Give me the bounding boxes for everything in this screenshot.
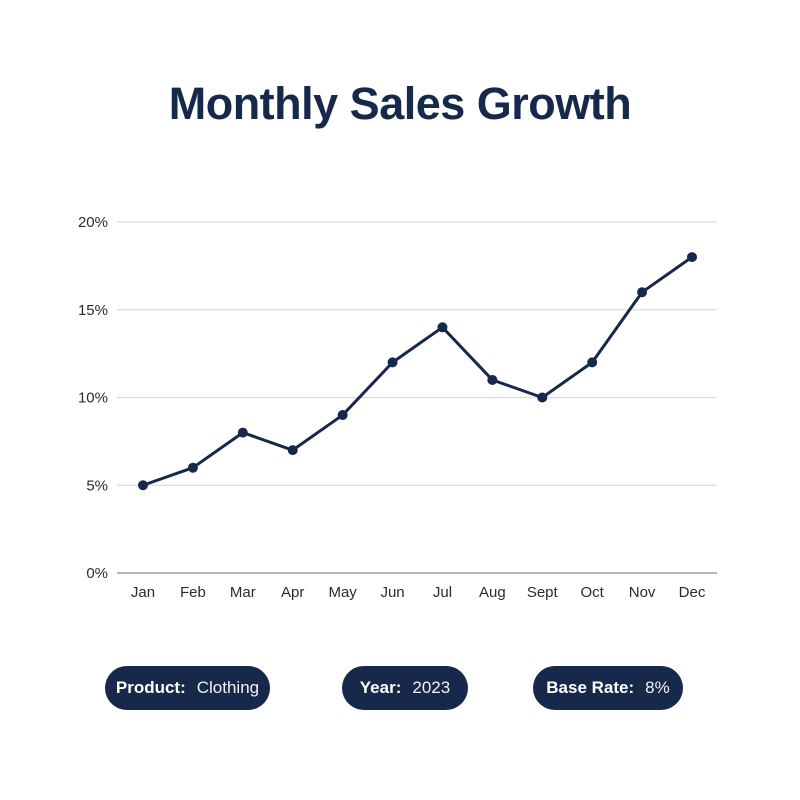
- base-rate-badge: Base Rate: 8%: [533, 666, 683, 710]
- x-tick-label: Nov: [629, 584, 656, 601]
- x-tick-label: Jul: [433, 584, 452, 601]
- data-point-aug: [487, 374, 498, 385]
- x-tick-label: Sept: [527, 584, 559, 601]
- x-tick-label: Dec: [679, 584, 706, 601]
- x-tick-label: Jun: [380, 584, 404, 601]
- y-tick-label: 5%: [86, 477, 108, 494]
- data-point-oct: [587, 357, 598, 368]
- y-tick-label: 15%: [78, 302, 108, 319]
- data-point-may: [337, 410, 348, 421]
- year-badge: Year: 2023: [342, 666, 468, 710]
- product-badge-label: Product:: [115, 678, 186, 697]
- x-tick-label: Aug: [479, 584, 506, 601]
- data-point-sept: [537, 392, 548, 403]
- year-badge-value: 2023: [412, 678, 451, 697]
- data-point-jan: [138, 480, 148, 491]
- x-tick-label: Mar: [230, 584, 256, 601]
- x-tick-label: Oct: [581, 584, 605, 601]
- year-badge-label: Year:: [359, 678, 402, 697]
- x-tick-label: Apr: [281, 584, 304, 601]
- data-point-dec: [687, 252, 697, 263]
- data-point-mar: [237, 427, 248, 438]
- sales-growth-line: [141, 255, 694, 487]
- x-tick-label: Feb: [180, 584, 206, 601]
- y-tick-label: 0%: [86, 565, 108, 582]
- x-tick-label: May: [328, 584, 357, 601]
- x-tick-label: Jan: [131, 584, 155, 601]
- base-rate-badge-value: 8%: [645, 678, 670, 697]
- data-point-jun: [387, 357, 398, 368]
- data-point-feb: [187, 462, 198, 473]
- y-tick-label: 20%: [78, 214, 108, 231]
- data-point-apr: [287, 445, 298, 456]
- data-point-jul: [437, 322, 448, 333]
- y-tick-label: 10%: [78, 390, 108, 407]
- base-rate-badge-label: Base Rate:: [546, 678, 635, 697]
- product-badge-value: Clothing: [196, 678, 260, 697]
- data-point-nov: [637, 287, 648, 298]
- product-badge: Product: Clothing: [105, 666, 270, 710]
- chart-title: Monthly Sales Growth: [168, 78, 632, 129]
